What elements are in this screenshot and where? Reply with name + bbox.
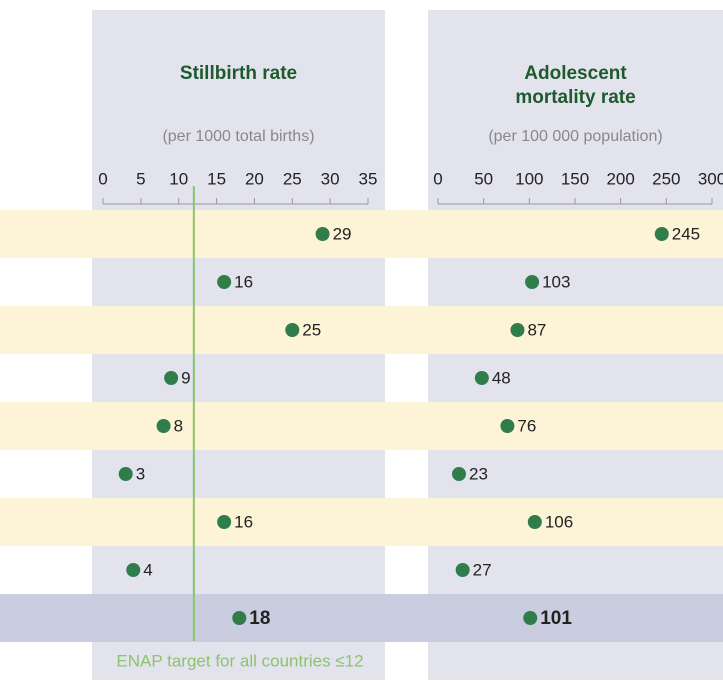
- value-label: 87: [527, 320, 546, 339]
- dot: [523, 611, 538, 625]
- row-stripe: [0, 306, 723, 354]
- value-label: 103: [542, 272, 570, 291]
- dot: [455, 563, 470, 577]
- panel-subtitle: (per 100 000 population): [488, 128, 663, 145]
- dot: [232, 611, 247, 625]
- value-label: 29: [333, 224, 352, 243]
- value-label: 18: [249, 608, 270, 629]
- value-label: 25: [302, 320, 321, 339]
- x-tick-label: 100: [515, 169, 543, 188]
- value-label: 245: [672, 224, 700, 243]
- panel-title: Adolescent mortality rate: [515, 63, 636, 108]
- value-label: 8: [174, 416, 183, 435]
- dot: [217, 275, 232, 289]
- dot: [217, 515, 232, 529]
- dot: [452, 467, 467, 481]
- target-label: ENAP target for all countries ≤12: [116, 651, 363, 670]
- dot: [285, 323, 300, 337]
- x-tick-label: 0: [433, 169, 442, 188]
- x-tick-label: 20: [245, 169, 264, 188]
- value-label: 3: [136, 464, 145, 483]
- dot: [654, 227, 669, 241]
- x-tick-label: 50: [474, 169, 493, 188]
- panel-subtitle: (per 1000 total births): [162, 128, 315, 145]
- row-stripe: [0, 210, 723, 258]
- dot: [315, 227, 330, 241]
- panel-title: Stillbirth rate: [179, 63, 298, 84]
- dot: [156, 419, 171, 433]
- value-label: 106: [545, 512, 573, 531]
- highlight-row: [0, 594, 723, 642]
- x-tick-label: 15: [207, 169, 226, 188]
- dot: [126, 563, 141, 577]
- value-label: 27: [473, 560, 492, 579]
- x-tick-label: 25: [283, 169, 302, 188]
- value-label: 16: [234, 512, 253, 531]
- x-tick-label: 0: [98, 169, 107, 188]
- row-stripe: [0, 402, 723, 450]
- value-label: 48: [492, 368, 511, 387]
- dot: [525, 275, 540, 289]
- dot: [164, 371, 179, 385]
- x-tick-label: 5: [136, 169, 145, 188]
- x-tick-label: 200: [606, 169, 634, 188]
- x-tick-label: 150: [561, 169, 589, 188]
- value-label: 16: [234, 272, 253, 291]
- value-label: 101: [540, 608, 572, 629]
- backgrounds: [0, 10, 723, 680]
- value-label: 9: [181, 368, 190, 387]
- dot: [118, 467, 133, 481]
- value-label: 4: [143, 560, 152, 579]
- row-stripe: [0, 498, 723, 546]
- dot: [510, 323, 525, 337]
- x-tick-label: 10: [169, 169, 188, 188]
- x-tick-label: 300: [698, 169, 723, 188]
- value-label: 76: [517, 416, 536, 435]
- dot: [500, 419, 515, 433]
- x-tick-label: 250: [652, 169, 680, 188]
- dot: [527, 515, 542, 529]
- dot: [474, 371, 489, 385]
- value-label: 23: [469, 464, 488, 483]
- x-tick-label: 35: [359, 169, 378, 188]
- x-tick-label: 30: [321, 169, 340, 188]
